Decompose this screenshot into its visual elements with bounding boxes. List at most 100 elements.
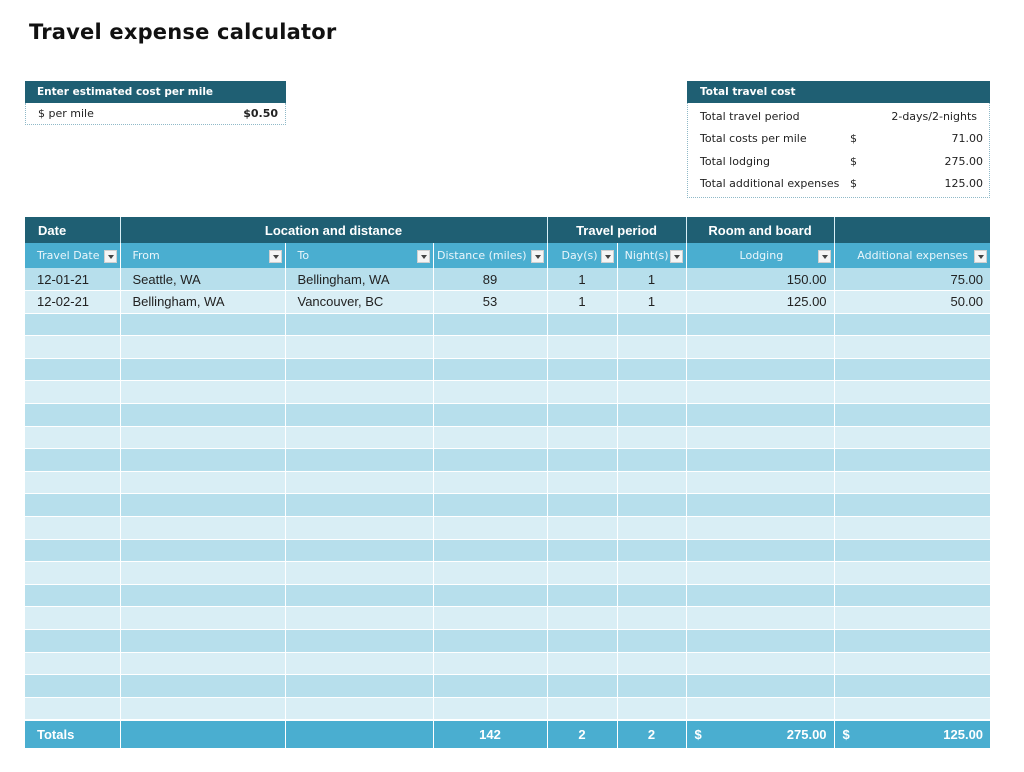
filter-dropdown-icon[interactable] xyxy=(600,250,614,263)
cell-days[interactable]: 1 xyxy=(547,290,618,314)
empty-cell[interactable] xyxy=(120,629,286,653)
cell-to[interactable]: Vancouver, BC xyxy=(285,290,434,314)
filter-dropdown-icon[interactable] xyxy=(817,250,831,263)
empty-cell[interactable] xyxy=(120,471,286,495)
empty-cell[interactable] xyxy=(120,426,286,450)
empty-cell[interactable] xyxy=(120,584,286,608)
col-lodging[interactable]: Lodging xyxy=(686,243,835,268)
cell-nights[interactable]: 1 xyxy=(617,268,687,292)
empty-cell[interactable] xyxy=(834,471,991,495)
empty-cell[interactable] xyxy=(285,448,434,472)
empty-cell[interactable] xyxy=(686,335,835,359)
empty-cell[interactable] xyxy=(686,448,835,472)
filter-dropdown-icon[interactable] xyxy=(268,250,282,263)
col-distance[interactable]: Distance (miles) xyxy=(433,243,548,268)
empty-cell[interactable] xyxy=(120,493,286,518)
empty-cell[interactable] xyxy=(433,561,548,585)
empty-cell[interactable] xyxy=(617,606,687,630)
empty-cell[interactable] xyxy=(547,561,618,585)
empty-cell[interactable] xyxy=(686,697,835,721)
empty-cell[interactable] xyxy=(25,358,121,382)
cell-to[interactable]: Bellingham, WA xyxy=(285,268,434,292)
filter-dropdown-icon[interactable] xyxy=(103,250,117,263)
empty-cell[interactable] xyxy=(25,380,121,405)
cell-from[interactable]: Seattle, WA xyxy=(120,268,286,292)
empty-cell[interactable] xyxy=(686,403,835,427)
col-additional[interactable]: Additional expenses xyxy=(834,243,991,268)
empty-cell[interactable] xyxy=(433,403,548,427)
empty-cell[interactable] xyxy=(617,652,687,676)
empty-cell[interactable] xyxy=(617,380,687,405)
empty-cell[interactable] xyxy=(686,471,835,495)
empty-cell[interactable] xyxy=(433,380,548,405)
empty-cell[interactable] xyxy=(834,561,991,585)
empty-cell[interactable] xyxy=(285,674,434,698)
empty-cell[interactable] xyxy=(617,493,687,518)
empty-cell[interactable] xyxy=(285,493,434,518)
empty-cell[interactable] xyxy=(285,403,434,427)
empty-cell[interactable] xyxy=(686,674,835,698)
empty-cell[interactable] xyxy=(834,448,991,472)
empty-cell[interactable] xyxy=(285,629,434,653)
empty-cell[interactable] xyxy=(25,561,121,585)
empty-cell[interactable] xyxy=(285,516,434,540)
empty-cell[interactable] xyxy=(120,516,286,540)
empty-cell[interactable] xyxy=(834,539,991,563)
empty-cell[interactable] xyxy=(617,584,687,608)
empty-cell[interactable] xyxy=(433,674,548,698)
empty-cell[interactable] xyxy=(120,358,286,382)
empty-cell[interactable] xyxy=(617,539,687,563)
empty-cell[interactable] xyxy=(433,448,548,472)
empty-cell[interactable] xyxy=(433,539,548,563)
empty-cell[interactable] xyxy=(617,403,687,427)
empty-cell[interactable] xyxy=(433,516,548,540)
empty-cell[interactable] xyxy=(285,358,434,382)
empty-cell[interactable] xyxy=(120,697,286,721)
empty-cell[interactable] xyxy=(120,606,286,630)
empty-cell[interactable] xyxy=(834,358,991,382)
empty-cell[interactable] xyxy=(25,584,121,608)
empty-cell[interactable] xyxy=(285,380,434,405)
empty-cell[interactable] xyxy=(834,606,991,630)
empty-cell[interactable] xyxy=(617,629,687,653)
empty-cell[interactable] xyxy=(834,403,991,427)
empty-cell[interactable] xyxy=(120,561,286,585)
empty-cell[interactable] xyxy=(433,313,548,337)
empty-cell[interactable] xyxy=(285,606,434,630)
empty-cell[interactable] xyxy=(834,697,991,721)
empty-cell[interactable] xyxy=(25,448,121,472)
empty-cell[interactable] xyxy=(120,674,286,698)
empty-cell[interactable] xyxy=(285,652,434,676)
empty-cell[interactable] xyxy=(25,493,121,518)
col-from[interactable]: From xyxy=(120,243,286,268)
empty-cell[interactable] xyxy=(834,313,991,337)
empty-cell[interactable] xyxy=(834,493,991,518)
empty-cell[interactable] xyxy=(285,697,434,721)
empty-cell[interactable] xyxy=(617,516,687,540)
empty-cell[interactable] xyxy=(834,335,991,359)
empty-cell[interactable] xyxy=(285,313,434,337)
cell-from[interactable]: Bellingham, WA xyxy=(120,290,286,314)
empty-cell[interactable] xyxy=(120,539,286,563)
empty-cell[interactable] xyxy=(433,493,548,518)
empty-cell[interactable] xyxy=(686,380,835,405)
empty-cell[interactable] xyxy=(433,426,548,450)
empty-cell[interactable] xyxy=(547,539,618,563)
empty-cell[interactable] xyxy=(25,313,121,337)
empty-cell[interactable] xyxy=(25,403,121,427)
empty-cell[interactable] xyxy=(617,426,687,450)
empty-cell[interactable] xyxy=(285,539,434,563)
empty-cell[interactable] xyxy=(547,606,618,630)
empty-cell[interactable] xyxy=(25,539,121,563)
empty-cell[interactable] xyxy=(547,335,618,359)
empty-cell[interactable] xyxy=(285,471,434,495)
empty-cell[interactable] xyxy=(617,313,687,337)
empty-cell[interactable] xyxy=(686,539,835,563)
cost-per-mile-input[interactable]: $0.50 xyxy=(243,107,278,120)
empty-cell[interactable] xyxy=(834,629,991,653)
cost-per-mile-row[interactable]: $ per mile $0.50 xyxy=(25,103,286,125)
empty-cell[interactable] xyxy=(686,493,835,518)
empty-cell[interactable] xyxy=(547,380,618,405)
empty-cell[interactable] xyxy=(686,426,835,450)
empty-cell[interactable] xyxy=(25,652,121,676)
